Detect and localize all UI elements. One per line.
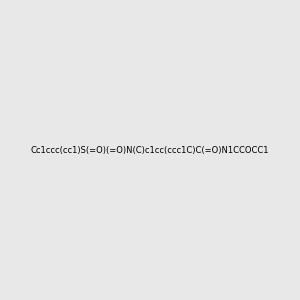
- Text: Cc1ccc(cc1)S(=O)(=O)N(C)c1cc(ccc1C)C(=O)N1CCOCC1: Cc1ccc(cc1)S(=O)(=O)N(C)c1cc(ccc1C)C(=O)…: [31, 146, 269, 154]
